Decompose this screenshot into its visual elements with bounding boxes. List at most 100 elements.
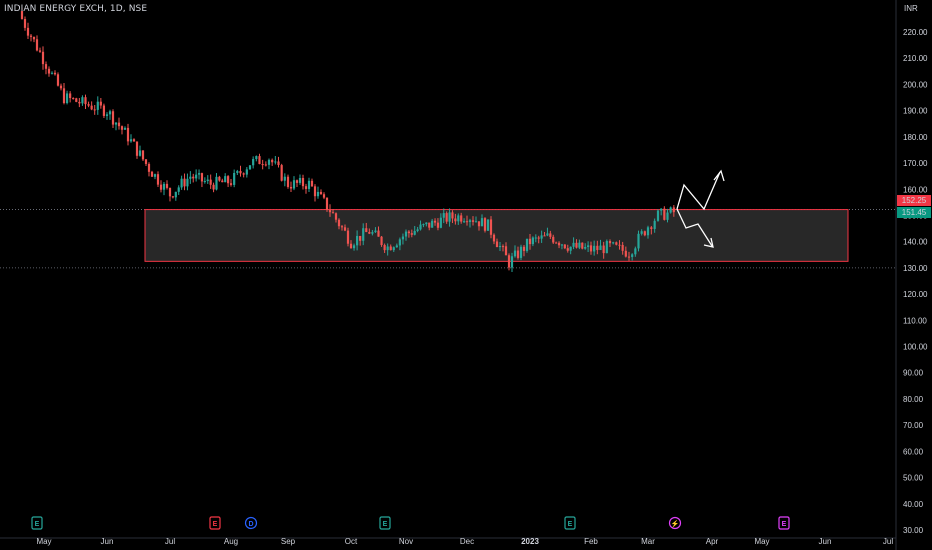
bullish-scenario-path[interactable]	[676, 171, 721, 211]
candle-body	[346, 230, 350, 244]
candle-body	[634, 248, 637, 255]
candle-body	[307, 180, 311, 189]
y-tick-label: 180.00	[903, 133, 928, 142]
candle-body	[672, 207, 675, 213]
candle-body	[274, 161, 277, 163]
candle-body	[398, 239, 401, 246]
candle-body	[159, 184, 163, 190]
candle-body	[395, 245, 398, 248]
candle-body	[255, 156, 258, 160]
candle-body	[380, 236, 383, 246]
candle-body	[20, 11, 24, 20]
range-zone-rectangle[interactable]	[144, 209, 849, 262]
y-tick-label: 200.00	[903, 80, 928, 89]
candle-body	[325, 197, 329, 210]
candle-body	[666, 212, 669, 220]
candle-body	[59, 85, 63, 89]
candle-body	[319, 191, 323, 195]
dividend-marker-icon[interactable]	[244, 516, 258, 530]
y-tick-label: 100.00	[903, 343, 928, 352]
candle-body	[534, 237, 537, 239]
candle-body	[599, 245, 602, 251]
candle-body	[245, 169, 248, 175]
candle-body	[586, 245, 590, 248]
candle-body	[277, 161, 280, 166]
candle-body	[29, 35, 33, 37]
y-tick-label: 120.00	[903, 290, 928, 299]
candle-body	[41, 51, 45, 65]
candle-body	[540, 235, 543, 239]
candle-body	[69, 93, 72, 99]
candle-body	[264, 164, 267, 166]
candle-body	[212, 184, 215, 190]
candle-body	[513, 250, 517, 257]
candle-body	[229, 183, 233, 185]
candle-body	[197, 173, 201, 175]
candle-body	[349, 243, 353, 249]
candle-body	[660, 208, 663, 211]
event-marker-label: E	[383, 521, 388, 528]
candle-body	[474, 221, 478, 223]
candle-body	[605, 241, 608, 254]
candle-body	[156, 174, 160, 185]
candle-body	[425, 222, 428, 225]
candle-body	[93, 109, 96, 111]
candle-body	[650, 227, 653, 229]
y-tick-label: 50.00	[903, 474, 924, 483]
candle-body	[436, 222, 440, 228]
earnings-marker-icon[interactable]	[209, 516, 221, 530]
candle-body	[477, 221, 481, 227]
y-tick-label: 130.00	[903, 264, 928, 273]
x-tick-label: Oct	[345, 537, 358, 546]
candle-body	[337, 219, 341, 227]
candle-body	[546, 233, 549, 236]
candle-body	[84, 97, 87, 105]
candle-body	[507, 255, 511, 268]
earnings-marker-icon[interactable]	[564, 516, 576, 530]
candle-body	[352, 245, 356, 249]
candle-body	[504, 246, 508, 256]
candle-body	[575, 242, 578, 248]
candle-body	[53, 72, 57, 75]
candle-body	[50, 72, 54, 74]
candle-body	[102, 105, 106, 116]
candle-body	[56, 74, 60, 86]
candle-body	[365, 228, 368, 233]
candle-body	[612, 242, 615, 244]
candle-body	[646, 227, 650, 236]
candle-body	[99, 101, 102, 106]
candle-body	[283, 176, 286, 181]
candle-body	[138, 150, 142, 156]
candle-body	[368, 232, 371, 234]
x-tick-label: 2023	[521, 537, 539, 546]
earnings-marker-icon[interactable]	[379, 516, 391, 530]
candle-body	[252, 159, 255, 166]
y-tick-label: 160.00	[903, 185, 928, 194]
candle-body	[111, 111, 115, 125]
split-marker-icon[interactable]	[668, 516, 682, 530]
earnings-marker-icon[interactable]	[778, 516, 790, 530]
candle-body	[531, 237, 535, 245]
candle-body	[653, 220, 656, 229]
x-tick-label: Jul	[883, 537, 893, 546]
candle-body	[23, 19, 27, 28]
x-tick-label: Jun	[819, 537, 832, 546]
candle-body	[460, 215, 463, 222]
candle-body	[209, 179, 212, 185]
candle-body	[331, 212, 335, 214]
candle-body	[334, 213, 338, 220]
x-tick-label: Mar	[641, 537, 655, 546]
bearish-scenario-path[interactable]	[676, 208, 713, 247]
candle-body	[165, 183, 169, 188]
candle-body	[602, 245, 605, 254]
candle-body	[631, 254, 634, 257]
candle-body	[431, 220, 434, 228]
candle-body	[117, 122, 121, 127]
candle-body	[304, 186, 308, 189]
event-marker-label: E	[35, 521, 40, 528]
candle-body	[261, 164, 264, 166]
earnings-marker-icon[interactable]	[31, 516, 43, 530]
candle-body	[377, 230, 380, 237]
candle-body	[328, 209, 332, 213]
